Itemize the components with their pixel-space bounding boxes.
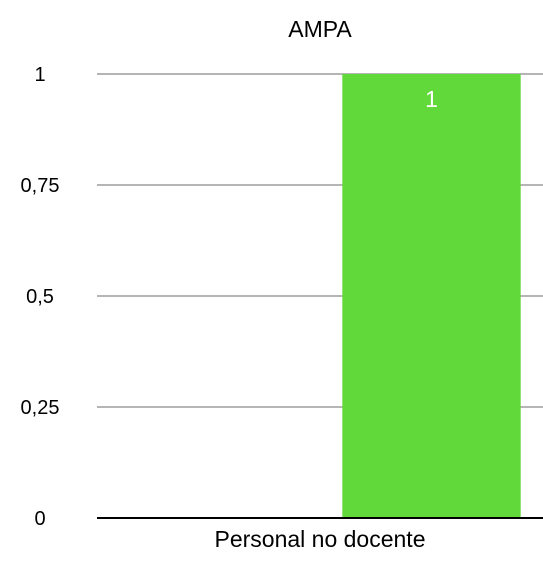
y-tick-label: 0 [34, 508, 45, 530]
bar [342, 74, 521, 518]
chart-title: AMPA [288, 16, 352, 42]
bars: 1 [342, 74, 521, 518]
y-tick-label: 0,5 [26, 286, 54, 308]
y-tick-label: 0,75 [21, 175, 60, 197]
x-category-label: Personal no docente [215, 526, 426, 552]
y-tick-label: 1 [34, 64, 45, 86]
y-axis-ticks: 0 0,25 0,5 0,75 1 [21, 64, 60, 530]
bar-data-label: 1 [425, 86, 438, 112]
y-tick-label: 0,25 [21, 397, 60, 419]
